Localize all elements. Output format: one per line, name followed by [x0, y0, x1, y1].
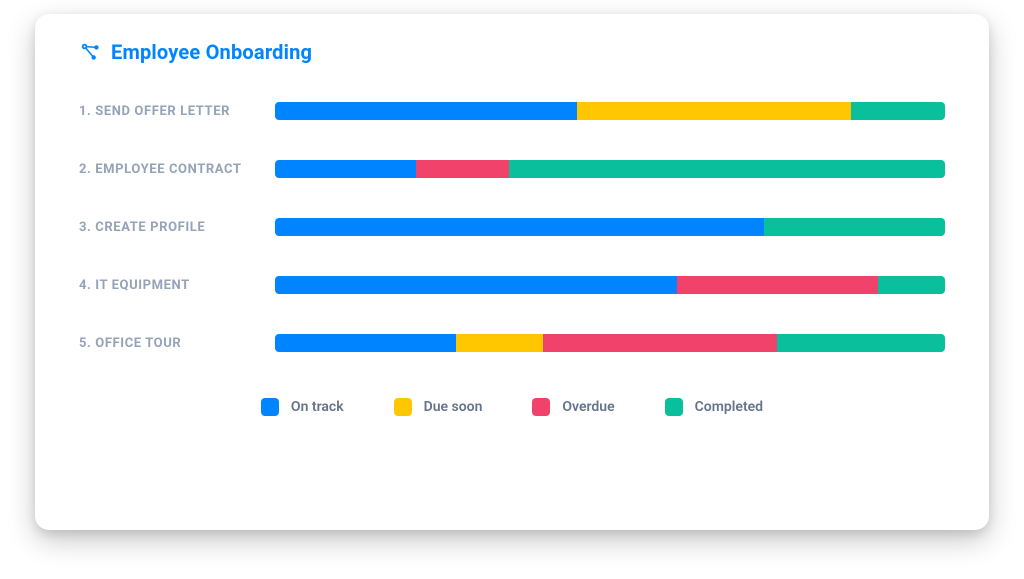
bar-segment-completed	[509, 160, 945, 178]
legend-swatch-on_track	[261, 398, 279, 416]
card-title: Employee Onboarding	[111, 40, 312, 64]
task-rows: 1. SEND OFFER LETTER 2. EMPLOYEE CONTRACT…	[79, 102, 945, 352]
task-bar	[275, 276, 945, 294]
task-bar	[275, 334, 945, 352]
bar-segment-completed	[878, 276, 945, 294]
task-bar	[275, 218, 945, 236]
task-row: 2. EMPLOYEE CONTRACT	[79, 160, 945, 178]
bar-segment-completed	[764, 218, 945, 236]
app-logo-icon	[79, 41, 101, 63]
legend-swatch-completed	[665, 398, 683, 416]
task-label: 1. SEND OFFER LETTER	[79, 104, 275, 119]
card-header: Employee Onboarding	[79, 40, 945, 64]
task-row: 3. CREATE PROFILE	[79, 218, 945, 236]
legend-label: Due soon	[424, 399, 483, 415]
onboarding-card: Employee Onboarding 1. SEND OFFER LETTER…	[35, 14, 989, 530]
bar-segment-overdue	[677, 276, 878, 294]
legend-label: On track	[291, 399, 344, 415]
legend-label: Overdue	[562, 399, 614, 415]
task-label: 4. IT EQUIPMENT	[79, 278, 275, 293]
legend-swatch-overdue	[532, 398, 550, 416]
bar-segment-completed	[777, 334, 945, 352]
legend-item-completed: Completed	[665, 398, 763, 416]
bar-segment-due_soon	[577, 102, 852, 120]
legend-item-on_track: On track	[261, 398, 344, 416]
task-label: 3. CREATE PROFILE	[79, 220, 275, 235]
legend-item-due_soon: Due soon	[394, 398, 483, 416]
bar-segment-on_track	[275, 334, 456, 352]
legend-label: Completed	[695, 399, 763, 415]
bar-segment-on_track	[275, 160, 416, 178]
task-bar	[275, 160, 945, 178]
task-label: 5. OFFICE TOUR	[79, 336, 275, 351]
task-row: 4. IT EQUIPMENT	[79, 276, 945, 294]
legend-swatch-due_soon	[394, 398, 412, 416]
task-bar	[275, 102, 945, 120]
legend: On track Due soon Overdue Completed	[79, 398, 945, 416]
legend-item-overdue: Overdue	[532, 398, 614, 416]
task-row: 5. OFFICE TOUR	[79, 334, 945, 352]
bar-segment-due_soon	[456, 334, 543, 352]
bar-segment-overdue	[416, 160, 510, 178]
bar-segment-on_track	[275, 218, 764, 236]
task-row: 1. SEND OFFER LETTER	[79, 102, 945, 120]
bar-segment-on_track	[275, 102, 577, 120]
task-label: 2. EMPLOYEE CONTRACT	[79, 162, 275, 177]
bar-segment-on_track	[275, 276, 677, 294]
bar-segment-overdue	[543, 334, 778, 352]
bar-segment-completed	[851, 102, 945, 120]
